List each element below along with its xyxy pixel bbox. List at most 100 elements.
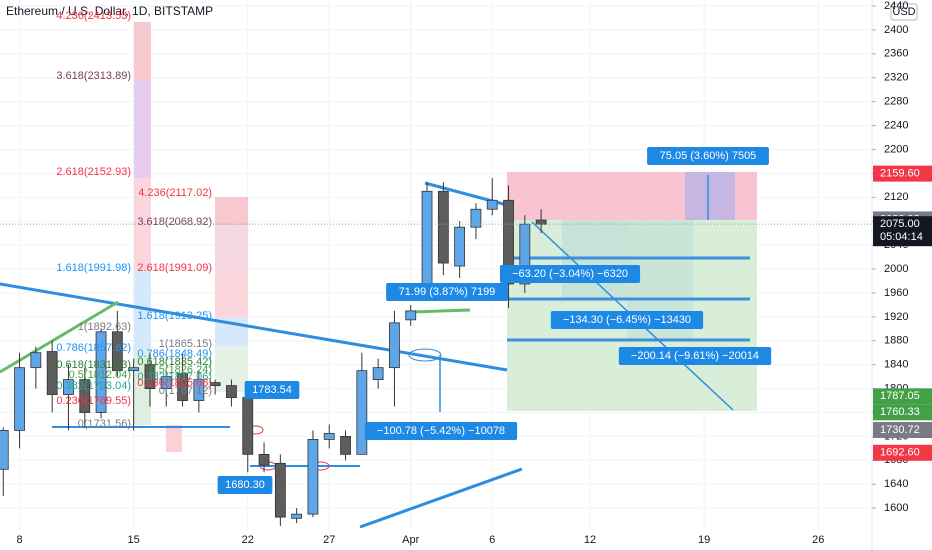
measure-box [618, 347, 772, 365]
y-tick-label: 1920 [884, 311, 908, 323]
measure-label: −200.14 (−9.61%) −20014 [631, 350, 759, 362]
candle-body [503, 199, 514, 285]
price-tag-label: 1730.72 [880, 424, 920, 436]
candle-body [486, 199, 498, 210]
candle-body [274, 462, 286, 518]
trend-line [359, 467, 523, 529]
candle-body [128, 367, 140, 372]
measure-zone [685, 172, 735, 220]
candle-body [30, 352, 42, 369]
trend-line [0, 282, 508, 372]
fib-label: 4.236(2413.53) [56, 10, 131, 22]
x-tick-label: 22 [242, 534, 254, 546]
candle-body [372, 367, 384, 381]
fib-label: 0.236(1805.68) [137, 377, 212, 389]
measure-box [364, 422, 518, 440]
price-tag-label: 1760.33 [880, 406, 920, 418]
price-tag-label: 1692.60 [880, 447, 920, 459]
fib-label: 0.5(1812.04) [69, 369, 131, 381]
chart-title: Ethereum / U.S. Dollar, 1D, BITSTAMP [6, 4, 213, 18]
candle-body [0, 430, 9, 470]
candle-body [421, 190, 433, 291]
candle-body [454, 226, 466, 267]
y-tick-label: 2200 [884, 143, 908, 155]
fib-zone [215, 197, 248, 225]
fib-zone [166, 425, 182, 452]
fib-zone [134, 270, 151, 350]
candle-body [193, 379, 205, 401]
price-tag [873, 444, 932, 461]
price-tag-label: 2159.60 [880, 168, 920, 180]
y-tick-label: 2120 [884, 191, 908, 203]
candle-body [258, 453, 270, 466]
candle-body [14, 367, 25, 431]
y-tick-label: 2360 [884, 48, 908, 60]
candle-body [340, 436, 351, 455]
fib-zone [134, 22, 151, 80]
candle-body [291, 513, 303, 519]
y-tick-label: 2000 [884, 263, 908, 275]
x-tick-label: 15 [128, 534, 140, 546]
currency[interactable]: USD [892, 6, 915, 18]
measure-label: −100.78 (−5.42%) −10078 [377, 425, 505, 437]
x-tick-label: Apr [402, 534, 419, 546]
fib-label: 3.618(2313.89) [56, 70, 131, 82]
candle-body [209, 382, 221, 386]
fib-label: 0(1731.56) [78, 418, 131, 430]
countdown: 05:04:14 [880, 231, 923, 243]
fib-zone [134, 80, 151, 178]
fib-label: 2.618(1991.09) [137, 262, 212, 274]
price-tag-label: 2075.00 [880, 218, 920, 230]
drawings [0, 22, 757, 529]
x-tick-label: 26 [812, 534, 824, 546]
candle-body [144, 364, 156, 389]
measure-label: 75.05 (3.60%) 7505 [660, 150, 757, 162]
measure-box [647, 147, 769, 165]
fib-label: 1.618(1913.25) [137, 310, 212, 322]
currency-button[interactable] [890, 3, 918, 21]
fib-zone [215, 225, 248, 270]
measure-box [499, 265, 641, 283]
y-tick-label: 2440 [884, 0, 908, 12]
y-tick-label: 1840 [884, 359, 908, 371]
trend-line [411, 308, 471, 314]
candle-body [405, 310, 417, 321]
price-tag [873, 422, 932, 439]
candle-body [95, 331, 107, 413]
candle-body [226, 385, 237, 398]
y-tick-label: 2400 [884, 24, 908, 36]
measure-label: −63.20 (−3.04%) −6320 [512, 268, 628, 280]
x-tick-label: 12 [584, 534, 596, 546]
y-tick-label: 2280 [884, 96, 908, 108]
x-tick-label: 6 [489, 534, 495, 546]
candle-body [323, 433, 335, 440]
price-tag-label: 1787.05 [880, 390, 920, 402]
fib-label: 3.618(2068.92) [137, 216, 212, 228]
y-tick-label: 1640 [884, 478, 908, 490]
candle-body [160, 376, 172, 389]
measure-box [217, 476, 273, 494]
x-tick-label: 19 [698, 534, 710, 546]
candle-body [46, 351, 58, 395]
candle-body [437, 190, 449, 264]
fib-label: 2.618(2152.93) [56, 166, 131, 178]
fib-label: 0.618(1835.42) [137, 356, 212, 368]
x-tick-label: 8 [16, 534, 22, 546]
fib-zone [215, 270, 248, 318]
measure-box [386, 283, 508, 301]
y-tick-label: 1880 [884, 335, 908, 347]
candle-body [470, 208, 482, 228]
fib-label: 0.382(1817.06) [137, 371, 212, 383]
y-tick-label: 2320 [884, 72, 908, 84]
fib-label: 1(1865.15) [159, 338, 212, 350]
fib-label: 1.618(1991.98) [56, 262, 131, 274]
highlight [408, 348, 442, 362]
fib-label: 0(1787.12) [159, 385, 212, 397]
y-tick-label: 1600 [884, 502, 908, 514]
fib-label: 1(1892.63) [78, 321, 131, 333]
fib-label: 0.5(1826.24) [150, 364, 212, 376]
candle-body [519, 223, 531, 285]
x-tick-label: 27 [323, 534, 335, 546]
